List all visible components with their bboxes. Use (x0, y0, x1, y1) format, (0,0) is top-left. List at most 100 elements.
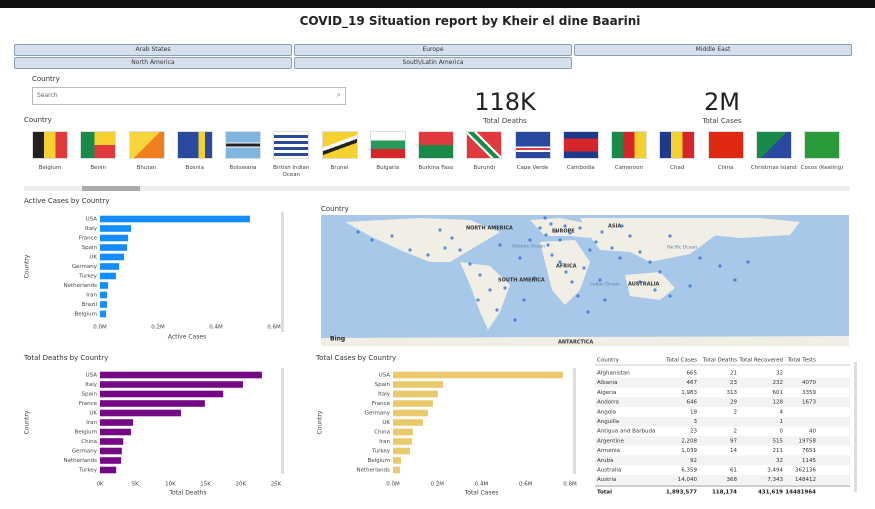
flag[interactable] (708, 132, 743, 158)
scroll-thumb[interactable] (82, 186, 140, 191)
map-brand: Bing (330, 336, 345, 343)
map-dot (620, 224, 624, 228)
flag[interactable] (419, 132, 453, 158)
map-dot (698, 256, 702, 260)
flag[interactable] (322, 132, 357, 158)
flag[interactable] (129, 132, 164, 158)
y-tick-label: France (79, 401, 98, 407)
table-row-band (595, 416, 850, 427)
flag-name: Burundi (473, 165, 495, 171)
search-icon: ⌕ (336, 90, 341, 99)
flag[interactable] (226, 132, 260, 158)
flag[interactable] (805, 132, 839, 158)
scrollbar[interactable] (24, 186, 850, 191)
bar (100, 466, 117, 474)
region-button[interactable]: North America (14, 57, 292, 69)
map-dot (563, 224, 567, 228)
bar (100, 447, 122, 455)
flag[interactable] (274, 132, 309, 158)
region-button[interactable]: Europe (294, 44, 572, 56)
scrollbar[interactable] (854, 362, 857, 492)
flag[interactable] (177, 132, 212, 158)
region-button[interactable]: South/Latin America (294, 57, 572, 69)
table-cell: 148412 (795, 477, 816, 483)
bar (100, 438, 124, 445)
flag-name: Christmas Island (750, 165, 797, 171)
flag-name: Botswana (229, 165, 257, 171)
table-cell: 19758 (799, 438, 817, 444)
bar (393, 381, 444, 388)
flag-name: Belgium (38, 165, 62, 171)
flag[interactable] (563, 132, 598, 158)
flag[interactable] (370, 132, 405, 158)
map-label: AUSTRALIA (628, 282, 660, 288)
table-cell: 665 (687, 371, 698, 377)
y-axis-title: Country (317, 410, 324, 434)
map-label: EUROPE (552, 229, 575, 235)
flag[interactable] (33, 132, 67, 158)
region-button[interactable]: Middle East (574, 44, 852, 56)
y-tick-label: UK (89, 255, 97, 261)
map-label: ANTARCTICA (558, 340, 593, 346)
scrollbar[interactable] (281, 368, 284, 474)
map-dot (554, 229, 558, 233)
y-tick-label: Iran (379, 439, 390, 445)
table-cell: 14 (730, 448, 737, 454)
table-cell: 61 (730, 468, 737, 474)
y-tick-label: France (372, 401, 391, 407)
table-cell: 6,359 (681, 468, 697, 474)
map-dot (668, 294, 672, 298)
table-cell: Albania (597, 380, 618, 386)
table-cell: Australia (597, 468, 621, 474)
map-dot (653, 288, 657, 292)
kpi-value: 118K (474, 88, 536, 116)
map-dot (688, 284, 692, 288)
chart-title: Total Cases by Country (315, 354, 396, 362)
flag[interactable] (756, 132, 791, 158)
table-row-band (595, 397, 850, 407)
bar (100, 371, 262, 379)
scrollbar[interactable] (573, 368, 576, 474)
search-box[interactable]: Search ⌕ (32, 87, 346, 105)
flag[interactable] (660, 132, 695, 158)
x-tick-label: 20K (235, 482, 246, 488)
table-total: 431,619 (758, 490, 783, 496)
scrollbar[interactable] (281, 212, 284, 332)
table-cell: 3,494 (767, 468, 783, 474)
map-dot (628, 234, 632, 238)
table-cell: 23 (730, 380, 737, 386)
table-cell: 19 (690, 409, 697, 415)
flag[interactable] (612, 132, 646, 158)
flag[interactable] (81, 132, 116, 158)
map-dots (356, 216, 750, 322)
bar (393, 428, 413, 436)
table-cell: 3359 (802, 390, 816, 396)
map-label: AFRICA (556, 264, 577, 270)
x-tick-label: 0.4M (475, 482, 489, 488)
bar (100, 291, 107, 299)
flag-name: Bhutan (136, 165, 157, 171)
table-cell: 97 (730, 438, 737, 444)
y-tick-label: Spain (82, 245, 98, 251)
bar (393, 409, 428, 417)
map-dot (582, 266, 586, 270)
y-tick-label: UK (89, 411, 97, 417)
search-placeholder: Search (37, 92, 58, 99)
flag-name: Burkina Faso (418, 165, 454, 171)
flag[interactable] (515, 132, 550, 158)
chart-title: Active Cases by Country (24, 197, 110, 205)
table-header: Country (597, 358, 620, 364)
region-button[interactable]: Arab States (14, 44, 292, 56)
bar (100, 244, 127, 251)
y-axis-title: Country (24, 410, 31, 434)
table-total: Total (597, 490, 612, 496)
map-dot (558, 238, 562, 242)
bar (100, 282, 109, 289)
y-axis-title: Country (24, 254, 31, 278)
table-cell: 1,983 (681, 390, 697, 396)
x-axis-title: Active Cases (168, 334, 206, 341)
x-tick-label: 0.8M (563, 482, 577, 488)
flag[interactable] (467, 132, 502, 158)
top-bar (0, 0, 875, 8)
y-tick-label: Iran (86, 420, 97, 426)
